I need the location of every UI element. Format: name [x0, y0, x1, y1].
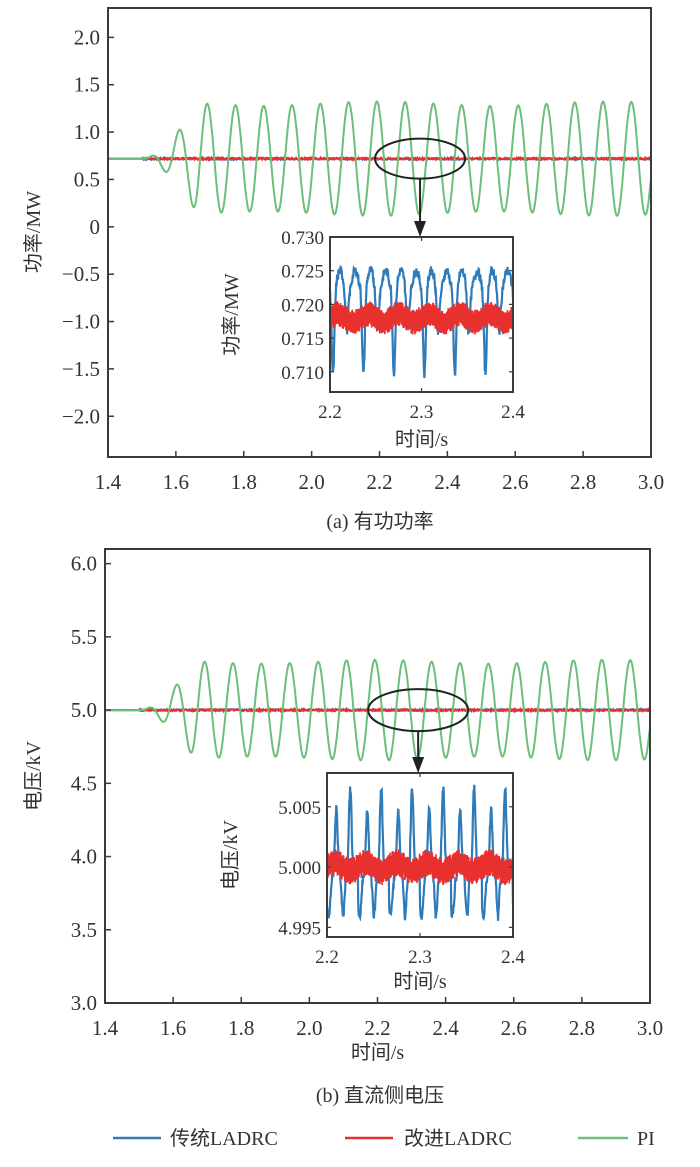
chart-caption: (a) 有功功率 [326, 510, 433, 533]
series-line-pi [105, 658, 651, 762]
inset-series-group [327, 784, 513, 922]
x-tick-label: 2.8 [570, 470, 596, 494]
axis-ticks [107, 36, 652, 457]
inset-x-tick-labels: 2.2 2.3 2.4 [315, 947, 525, 968]
y-tick-label: 6.0 [71, 552, 97, 576]
inset-x-axis-label: 时间/s [395, 428, 449, 451]
x-tick-label: 2.8 [569, 1016, 595, 1040]
inset-y-tick-label: 4.995 [278, 918, 321, 939]
y-axis-label: 电压/kV [22, 740, 45, 811]
inset-series-line-improved-ladrc [330, 301, 513, 335]
arrow-head-icon [412, 757, 425, 773]
inset-y-tick-labels: 0.730 0.725 0.720 0.715 0.710 [281, 228, 324, 384]
legend-item-traditional-ladrc: 传统LADRC [113, 1127, 278, 1150]
y-tick-label: 2.0 [74, 25, 100, 49]
series-line-pi [108, 100, 652, 217]
chart-caption: (b) 直流侧电压 [316, 1084, 444, 1107]
inset-chart: 5.005 5.000 4.995 2.2 2.3 2.4 电压/kV 时间/s [219, 772, 525, 993]
zoom-arrow [412, 731, 425, 773]
x-tick-label: 2.4 [434, 470, 461, 494]
x-tick-label: 1.8 [231, 470, 257, 494]
x-tick-label: 2.6 [501, 1016, 527, 1040]
axis-ticks [104, 562, 651, 1004]
x-tick-label: 3.0 [638, 470, 664, 494]
y-tick-label: 1.5 [74, 73, 100, 97]
x-tick-label: 1.6 [163, 470, 189, 494]
inset-series-line-traditional-ladrc [330, 264, 513, 379]
inset-y-axis-label: 电压/kV [219, 819, 242, 890]
inset-series-group [330, 264, 513, 379]
x-tick-label: 2.0 [296, 1016, 322, 1040]
y-tick-label: 0.5 [74, 167, 100, 191]
arrow-head-icon [414, 221, 427, 237]
legend-label: PI [637, 1128, 655, 1150]
inset-x-tick-label: 2.2 [315, 947, 339, 968]
inset-y-tick-label: 0.730 [281, 228, 324, 249]
inset-x-tick-labels: 2.2 2.3 2.4 [318, 402, 525, 423]
y-tick-label: 0 [90, 215, 101, 239]
series-line-improved-ladrc [108, 154, 652, 163]
inset-y-tick-label: 0.720 [281, 295, 324, 316]
inset-y-tick-label: 0.715 [281, 329, 324, 350]
inset-x-tick-label: 2.4 [501, 947, 525, 968]
chart-dc-voltage: 6.0 5.5 5.0 4.5 4.0 3.5 3.0 1.4 1.6 1.8 2.0 2.2 2.4… [22, 548, 663, 1107]
legend-item-improved-ladrc: 改进LADRC [345, 1127, 512, 1150]
inset-ticks [329, 236, 514, 392]
inset-series-line-traditional-ladrc [327, 784, 513, 922]
y-tick-labels: 2.0 1.5 1.0 0.5 0 −0.5 −1.0 −1.5 −2.0 [62, 25, 100, 428]
plot-series-group [108, 100, 652, 217]
plot-series-group [105, 658, 651, 762]
y-tick-label: −0.5 [62, 262, 100, 286]
y-tick-label: 5.5 [71, 625, 97, 649]
inset-ticks [326, 773, 514, 937]
x-axis-label: 时间/s [351, 1041, 405, 1064]
x-tick-label: 2.2 [366, 470, 392, 494]
inset-x-tick-label: 2.3 [408, 947, 432, 968]
legend: 传统LADRC 改进LADRC PI [113, 1127, 655, 1150]
inset-y-tick-labels: 5.005 5.000 4.995 [278, 798, 321, 940]
x-tick-label: 3.0 [637, 1016, 663, 1040]
x-tick-labels: 1.4 1.6 1.8 2.0 2.2 2.4 2.6 2.8 3.0 [92, 1016, 663, 1040]
y-tick-label: 5.0 [71, 698, 97, 722]
x-tick-labels: 1.4 1.6 1.8 2.0 2.2 2.4 2.6 2.8 3.0 [95, 470, 664, 494]
zoom-arrow [414, 178, 427, 237]
y-tick-label: −2.0 [62, 404, 100, 428]
inset-y-tick-label: 5.005 [278, 798, 321, 819]
inset-x-tick-label: 2.4 [501, 402, 525, 423]
x-tick-label: 2.6 [502, 470, 528, 494]
y-tick-label: 3.5 [71, 918, 97, 942]
x-tick-label: 1.8 [228, 1016, 254, 1040]
series-line-improved-ladrc [105, 706, 651, 714]
y-tick-labels: 6.0 5.5 5.0 4.5 4.0 3.5 3.0 [71, 552, 97, 1015]
x-tick-label: 1.6 [160, 1016, 186, 1040]
x-tick-label: 1.4 [95, 470, 122, 494]
inset-x-tick-label: 2.3 [410, 402, 434, 423]
inset-y-tick-label: 5.000 [278, 858, 321, 879]
legend-label: 传统LADRC [170, 1127, 278, 1150]
inset-series-line-improved-ladrc [327, 849, 513, 886]
inset-y-tick-label: 0.710 [281, 363, 324, 384]
x-tick-label: 2.0 [299, 470, 325, 494]
y-tick-label: −1.0 [62, 310, 100, 334]
x-tick-label: 1.4 [92, 1016, 119, 1040]
legend-label: 改进LADRC [404, 1127, 512, 1150]
inset-y-axis-label: 功率/MW [220, 273, 243, 355]
chart-active-power: 2.0 1.5 1.0 0.5 0 −0.5 −1.0 −1.5 −2.0 1.4 1.6 1.8 2… [22, 7, 664, 533]
inset-x-tick-label: 2.2 [318, 402, 342, 423]
x-tick-label: 2.4 [433, 1016, 460, 1040]
inset-x-axis-label: 时间/s [393, 970, 447, 993]
x-tick-label: 2.2 [364, 1016, 390, 1040]
y-tick-label: 1.0 [74, 120, 100, 144]
y-tick-label: −1.5 [62, 357, 100, 381]
y-tick-label: 4.5 [71, 771, 97, 795]
y-axis-label: 功率/MW [22, 191, 45, 273]
y-tick-label: 4.0 [71, 845, 97, 869]
y-tick-label: 3.0 [71, 991, 97, 1015]
inset-y-tick-label: 0.725 [281, 262, 324, 283]
inset-chart: 0.730 0.725 0.720 0.715 0.710 2.2 2.3 2.4 功率/M… [220, 228, 525, 451]
legend-item-pi: PI [578, 1128, 655, 1150]
